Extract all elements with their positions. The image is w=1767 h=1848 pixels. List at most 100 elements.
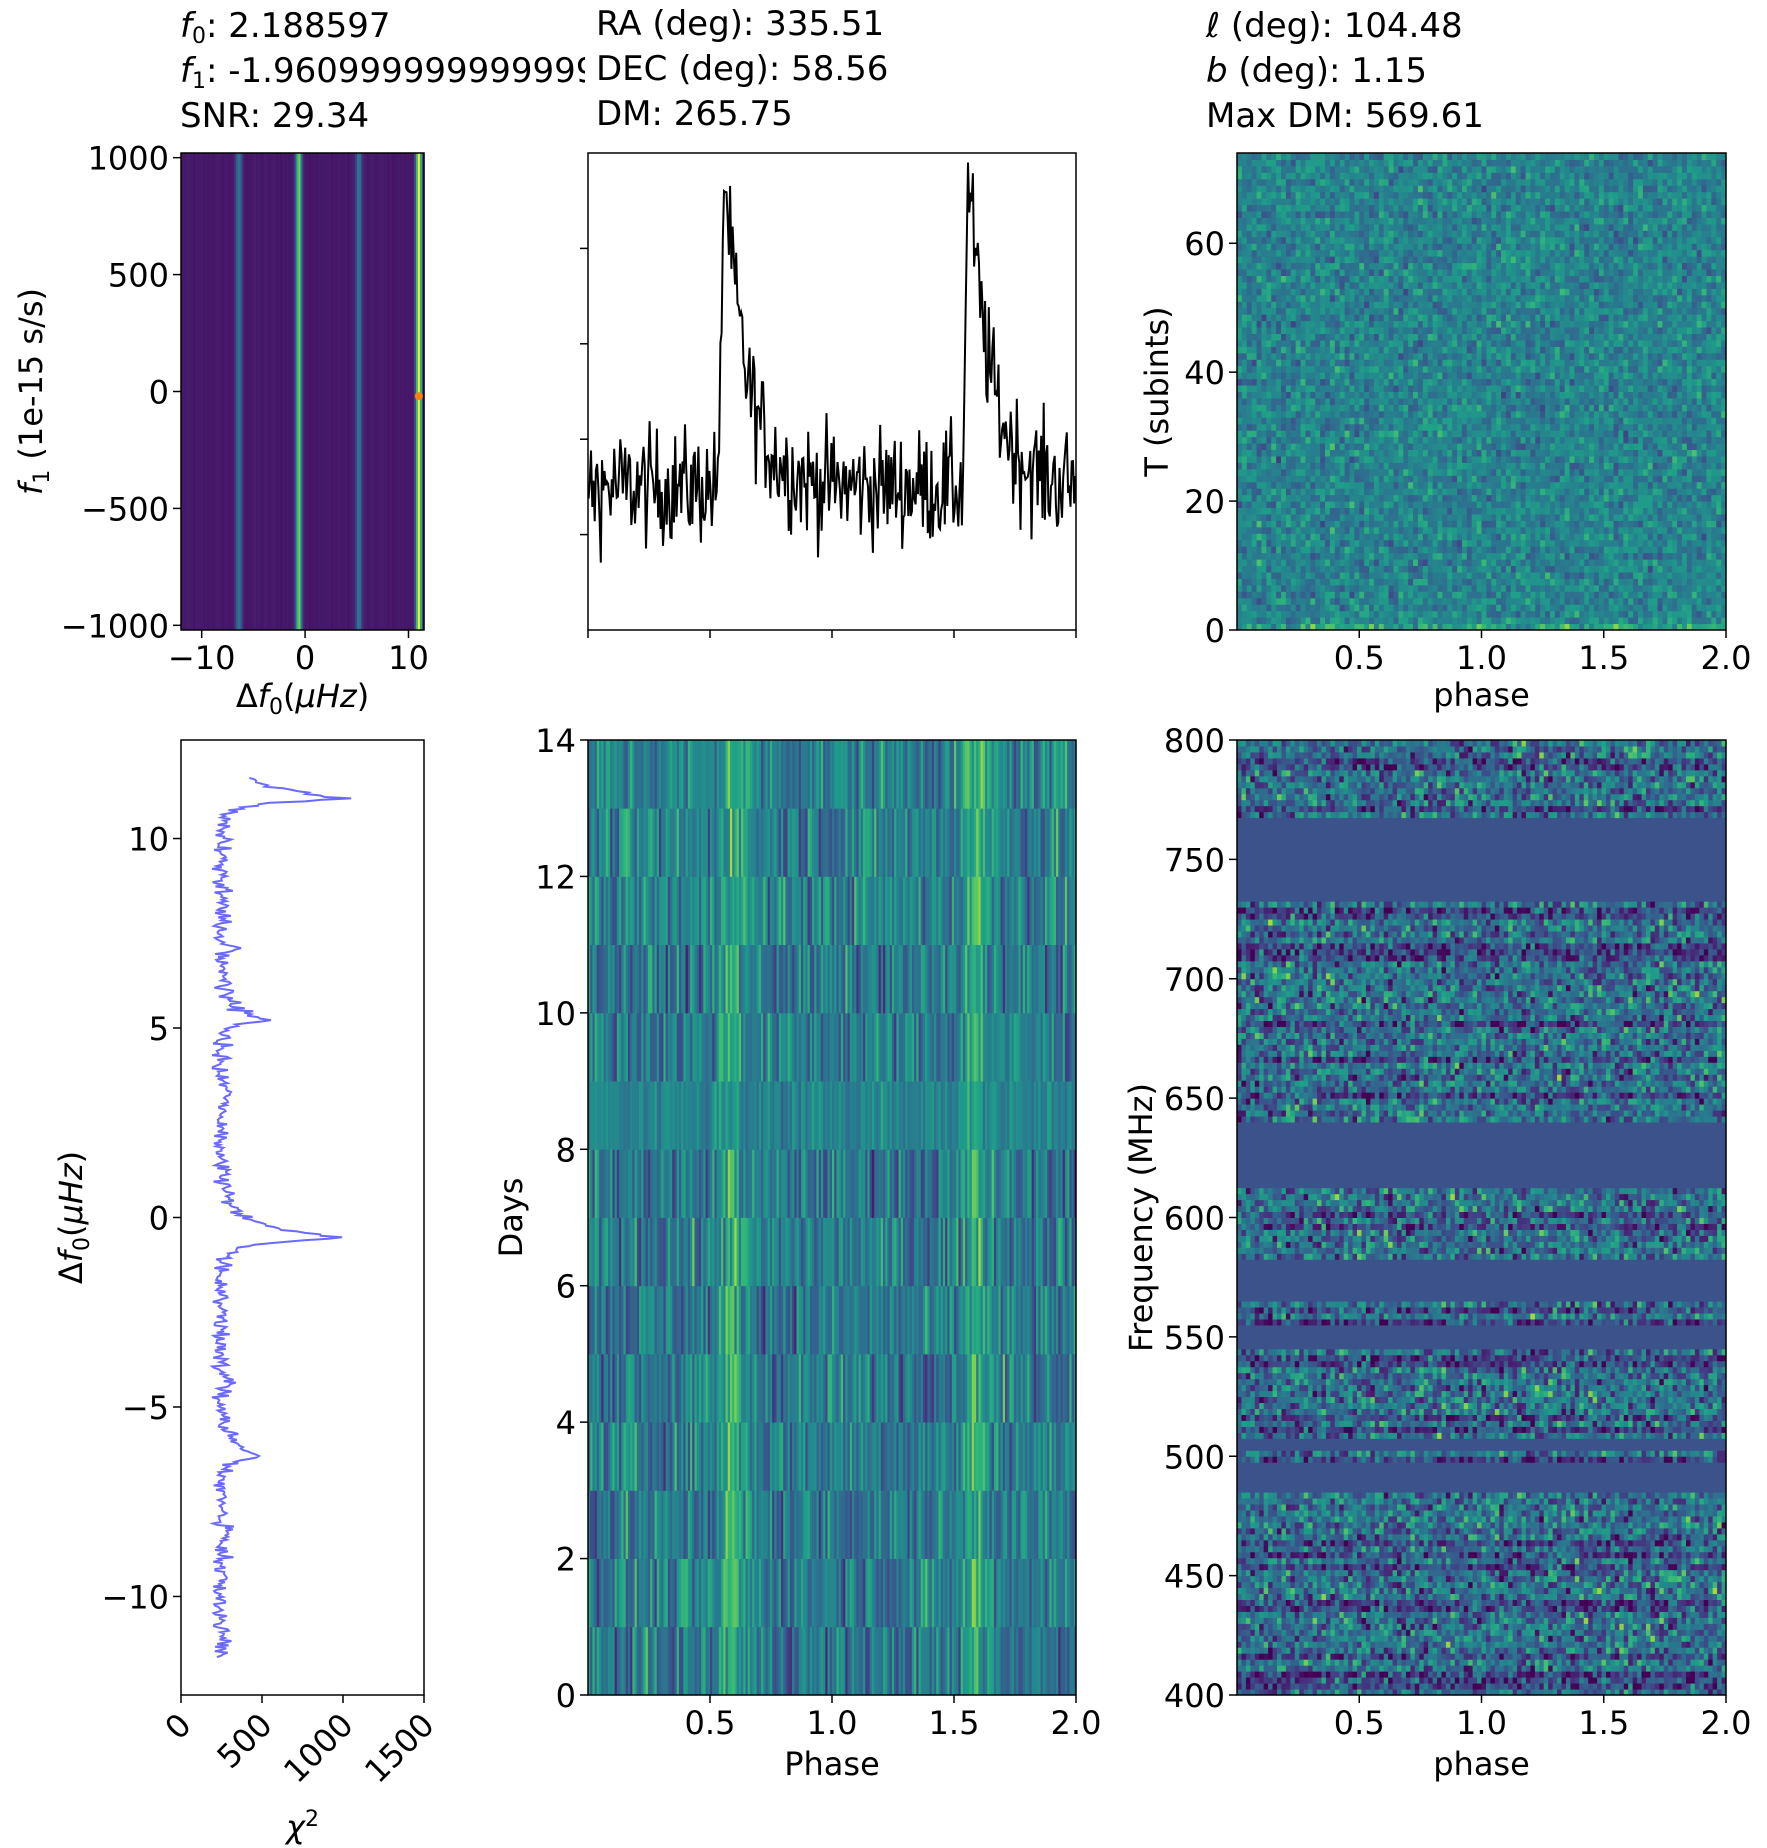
heatmap-cell bbox=[1570, 430, 1575, 437]
heatmap-cell bbox=[1482, 585, 1487, 592]
heatmap-cell bbox=[1271, 585, 1276, 592]
heatmap-cell bbox=[1530, 327, 1535, 334]
heatmap-cell bbox=[1271, 321, 1276, 328]
heatmap-cell bbox=[1291, 340, 1296, 347]
heatmap-cell bbox=[1291, 475, 1296, 482]
heatmap-cell bbox=[1330, 482, 1335, 489]
heatmap-cell bbox=[1335, 353, 1340, 360]
heatmap-cell bbox=[1648, 482, 1653, 489]
heatmap-cell bbox=[1452, 385, 1457, 392]
heatmap-cell bbox=[1491, 404, 1496, 411]
heatmap-cell bbox=[1677, 456, 1682, 463]
heatmap-cell bbox=[1550, 462, 1555, 469]
heatmap-cell bbox=[1491, 359, 1496, 366]
heatmap-cell bbox=[1638, 520, 1643, 527]
heatmap-cell bbox=[1653, 353, 1658, 360]
heatmap-cell bbox=[1570, 379, 1575, 386]
heatmap-cell bbox=[1301, 585, 1306, 592]
heatmap-cell bbox=[1359, 578, 1364, 585]
heatmap-cell bbox=[1305, 540, 1310, 547]
heatmap-cell bbox=[1643, 508, 1648, 515]
heatmap-cell bbox=[1677, 533, 1682, 540]
heatmap-cell bbox=[1535, 488, 1540, 495]
heatmap-cell bbox=[1716, 404, 1721, 411]
heatmap-cell bbox=[1633, 591, 1638, 598]
heatmap-cell bbox=[1623, 327, 1628, 334]
heatmap-cell bbox=[1540, 443, 1545, 450]
heatmap-cell bbox=[1614, 404, 1619, 411]
heatmap-cell bbox=[1349, 520, 1354, 527]
heatmap-cell bbox=[1433, 611, 1438, 618]
heatmap-cell bbox=[1330, 501, 1335, 508]
heatmap-cell bbox=[1628, 585, 1633, 592]
heatmap-cell bbox=[1310, 346, 1315, 353]
heatmap-cell bbox=[1570, 456, 1575, 463]
heatmap-cell bbox=[1335, 540, 1340, 547]
heatmap-cell bbox=[1545, 501, 1550, 508]
heatmap-cell bbox=[1638, 527, 1643, 534]
heatmap-cell bbox=[1584, 462, 1589, 469]
heatmap-cell bbox=[1310, 366, 1315, 373]
heatmap-cell bbox=[1359, 314, 1364, 321]
heatmap-cell bbox=[1242, 553, 1247, 560]
heatmap-cell bbox=[1496, 372, 1501, 379]
heatmap-cell bbox=[1526, 404, 1531, 411]
heatmap-cell bbox=[1442, 495, 1447, 502]
heatmap-cell bbox=[1266, 314, 1271, 321]
heatmap-cell bbox=[1711, 533, 1716, 540]
heatmap-cell bbox=[1702, 617, 1707, 624]
heatmap-cell bbox=[1496, 566, 1501, 573]
heatmap-cell bbox=[1374, 514, 1379, 521]
heatmap-cell bbox=[1310, 404, 1315, 411]
heatmap-cell bbox=[1247, 437, 1252, 444]
heatmap-cell bbox=[1643, 456, 1648, 463]
heatmap-cell bbox=[1486, 520, 1491, 527]
heatmap-cell bbox=[1672, 372, 1677, 379]
heatmap-cell bbox=[1482, 333, 1487, 340]
heatmap-cell bbox=[1271, 572, 1276, 579]
heatmap-cell bbox=[1579, 353, 1584, 360]
heatmap-cell bbox=[1682, 385, 1687, 392]
heatmap-cell bbox=[1325, 572, 1330, 579]
heatmap-cell bbox=[1305, 353, 1310, 360]
heatmap-cell bbox=[1354, 559, 1359, 566]
heatmap-cell bbox=[1398, 450, 1403, 457]
heatmap-cell bbox=[1374, 437, 1379, 444]
heatmap-cell bbox=[1628, 501, 1633, 508]
heatmap-cell bbox=[1540, 346, 1545, 353]
heatmap-cell bbox=[1315, 404, 1320, 411]
heatmap-cell bbox=[1359, 462, 1364, 469]
heatmap-cell bbox=[1315, 553, 1320, 560]
heatmap-cell bbox=[1340, 353, 1345, 360]
heatmap-cell bbox=[1672, 520, 1677, 527]
heatmap-cell bbox=[1335, 379, 1340, 386]
heatmap-cell bbox=[1452, 475, 1457, 482]
heatmap-cell bbox=[1354, 578, 1359, 585]
heatmap-cell bbox=[1281, 482, 1286, 489]
heatmap-cell bbox=[1393, 572, 1398, 579]
heatmap-cell bbox=[1628, 379, 1633, 386]
heatmap-cell bbox=[1462, 611, 1467, 618]
heatmap-cell bbox=[1594, 333, 1599, 340]
heatmap-cell bbox=[1545, 520, 1550, 527]
heatmap-cell bbox=[1516, 508, 1521, 515]
heatmap-cell bbox=[1442, 340, 1447, 347]
heatmap-cell bbox=[1276, 462, 1281, 469]
heatmap-cell bbox=[1658, 366, 1663, 373]
heatmap-cell bbox=[1296, 411, 1301, 418]
heatmap-cell bbox=[1271, 346, 1276, 353]
heatmap-cell bbox=[1281, 392, 1286, 399]
heatmap-cell bbox=[1242, 392, 1247, 399]
heatmap-cell bbox=[1261, 591, 1266, 598]
heatmap-cell bbox=[1648, 591, 1653, 598]
heatmap-cell bbox=[1369, 372, 1374, 379]
heatmap-cell bbox=[1257, 572, 1262, 579]
heatmap-cell bbox=[1276, 527, 1281, 534]
heatmap-cell bbox=[1687, 495, 1692, 502]
heatmap-cell bbox=[1433, 379, 1438, 386]
heatmap-cell bbox=[1609, 430, 1614, 437]
heatmap-cell bbox=[1545, 572, 1550, 579]
heatmap-cell bbox=[1354, 553, 1359, 560]
heatmap-cell bbox=[1320, 508, 1325, 515]
heatmap-cell bbox=[1291, 482, 1296, 489]
